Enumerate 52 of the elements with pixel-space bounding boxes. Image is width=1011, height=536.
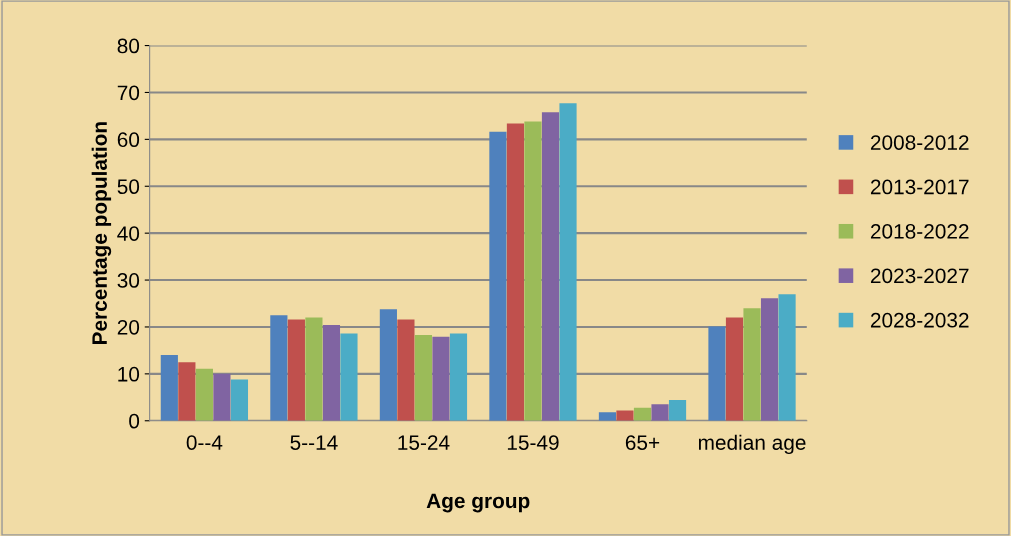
bar bbox=[743, 308, 761, 421]
bar bbox=[541, 112, 560, 421]
x-tick-label: 15-49 bbox=[507, 435, 559, 450]
bar bbox=[449, 333, 468, 421]
bar bbox=[195, 368, 213, 421]
bar bbox=[178, 362, 196, 421]
x-axis-title: Age group bbox=[426, 493, 530, 513]
bar bbox=[559, 103, 577, 421]
legend-label: 2008-2012 bbox=[870, 135, 969, 150]
bar bbox=[322, 325, 341, 421]
bar bbox=[524, 121, 542, 421]
x-tick-label: 5--14 bbox=[290, 435, 338, 450]
y-tick-label: 50 bbox=[117, 179, 140, 195]
y-axis-title: Percentage population bbox=[91, 122, 112, 345]
legend-label: 2023-2027 bbox=[870, 268, 969, 284]
y-tick-label: 60 bbox=[117, 132, 140, 148]
legend-label: 2018-2022 bbox=[870, 224, 969, 239]
x-tick-label: 65+ bbox=[625, 435, 660, 450]
x-tick-label: 0--4 bbox=[186, 435, 223, 450]
bar bbox=[506, 123, 525, 421]
bar bbox=[778, 294, 796, 421]
y-tick-label: 10 bbox=[118, 366, 140, 382]
y-tick-label: 80 bbox=[117, 38, 140, 54]
bar bbox=[489, 131, 507, 421]
bar bbox=[725, 317, 744, 421]
bar bbox=[668, 400, 687, 421]
x-tick-label: median age bbox=[698, 434, 806, 455]
bar bbox=[651, 404, 669, 421]
bar bbox=[270, 315, 288, 421]
bar bbox=[708, 326, 726, 421]
y-tick-label: 20 bbox=[117, 319, 140, 335]
bar bbox=[340, 333, 358, 421]
bar bbox=[305, 317, 323, 421]
bar bbox=[287, 319, 305, 421]
bar bbox=[414, 334, 433, 421]
bar bbox=[616, 410, 634, 421]
bar bbox=[230, 379, 249, 421]
bar bbox=[379, 309, 397, 421]
y-tick-label: 70 bbox=[117, 85, 140, 101]
y-tick-label: 30 bbox=[117, 273, 140, 288]
y-tick-label: 0 bbox=[129, 413, 140, 429]
bar bbox=[160, 355, 178, 421]
bar bbox=[760, 298, 779, 421]
bar bbox=[633, 407, 652, 421]
legend-label: 2013-2017 bbox=[870, 179, 969, 195]
legend-label: 2028-2032 bbox=[870, 312, 969, 328]
y-tick-label: 40 bbox=[117, 226, 140, 241]
bar bbox=[213, 373, 231, 421]
bar bbox=[432, 336, 450, 421]
bar bbox=[397, 319, 415, 421]
bar bbox=[598, 412, 617, 421]
x-tick-label: 15-24 bbox=[398, 435, 450, 450]
